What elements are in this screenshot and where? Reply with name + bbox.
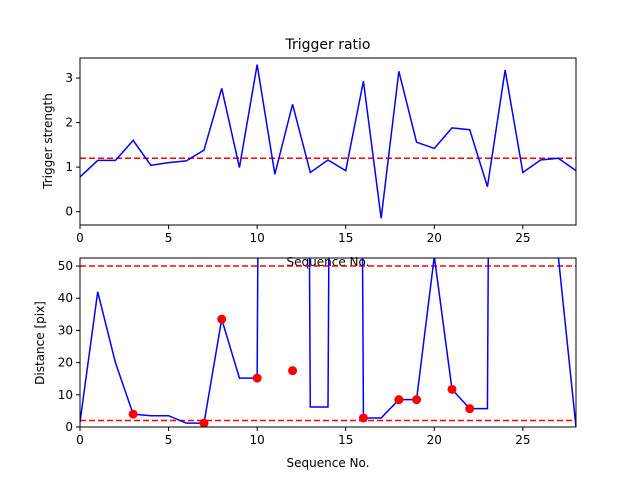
top-chart-plot: 0 5 10 15 20 25 0 1 2 3	[65, 64, 576, 245]
bottom-chart-x-tick-label: 20	[427, 433, 442, 447]
bottom-chart-marker	[252, 373, 262, 383]
top-chart-y-tick-label: 2	[65, 116, 73, 130]
bottom-chart-marker	[217, 314, 227, 324]
bottom-chart-plot: 0 5 10 15 20 25 0 10 20 30 40 50	[58, 258, 576, 447]
top-chart-x-tick-label: 15	[338, 231, 353, 245]
bottom-chart-y-tick-label: 50	[58, 259, 73, 273]
bottom-chart-y-tick-label: 30	[58, 323, 73, 337]
bottom-chart-marker	[447, 384, 457, 394]
bottom-chart-y-tick-label: 40	[58, 291, 73, 305]
bottom-chart-marker	[199, 418, 209, 427]
bottom-chart-x-tick-label: 15	[338, 433, 353, 447]
top-chart-ylabel: Trigger strength	[41, 93, 55, 190]
bottom-chart-y-tick-label: 0	[65, 420, 73, 434]
bottom-chart-frame	[79, 257, 577, 428]
bottom-chart-y-tick-label: 20	[58, 356, 73, 370]
top-chart-x-tick-label: 20	[427, 231, 442, 245]
bottom-chart-marker	[128, 409, 138, 419]
bottom-chart-marker	[394, 395, 404, 405]
top-chart: Trigger ratio 0 5 10 15 20 25 0 1 2 3 Trigger str…	[41, 37, 577, 269]
top-chart-x-tick-label: 10	[250, 231, 265, 245]
top-chart-x-tick-label: 0	[76, 231, 84, 245]
top-chart-data-area	[80, 64, 576, 219]
bottom-chart-x-tick-label: 0	[76, 433, 84, 447]
top-chart-frame	[79, 57, 577, 226]
bottom-chart-xlabel: Sequence No.	[287, 456, 370, 470]
top-chart-x-tick-label: 25	[515, 231, 530, 245]
bottom-chart-marker	[358, 413, 368, 423]
bottom-chart-ylabel: Distance [pix]	[33, 301, 47, 385]
bottom-chart-marker	[412, 395, 422, 405]
top-chart-title: Trigger ratio	[284, 37, 370, 53]
top-chart-x-tick-label: 5	[165, 231, 173, 245]
bottom-chart-x-tick-label: 10	[250, 433, 265, 447]
bottom-chart: 0 5 10 15 20 25 0 10 20 30 40 50 Distance [pix] Seq…	[33, 257, 577, 470]
bottom-chart-x-tick-label: 25	[515, 433, 530, 447]
bottom-chart-marker	[465, 404, 475, 414]
bottom-chart-series-line	[80, 258, 576, 427]
top-chart-series-line	[80, 64, 576, 219]
top-chart-y-tick-label: 1	[65, 160, 73, 174]
top-chart-y-tick-label: 3	[65, 71, 73, 85]
top-chart-y-tick-label: 0	[65, 205, 73, 219]
bottom-chart-x-tick-label: 5	[165, 433, 173, 447]
bottom-chart-marker	[288, 366, 298, 376]
bottom-chart-y-tick-label: 10	[58, 388, 73, 402]
bottom-chart-data-area	[80, 258, 576, 427]
